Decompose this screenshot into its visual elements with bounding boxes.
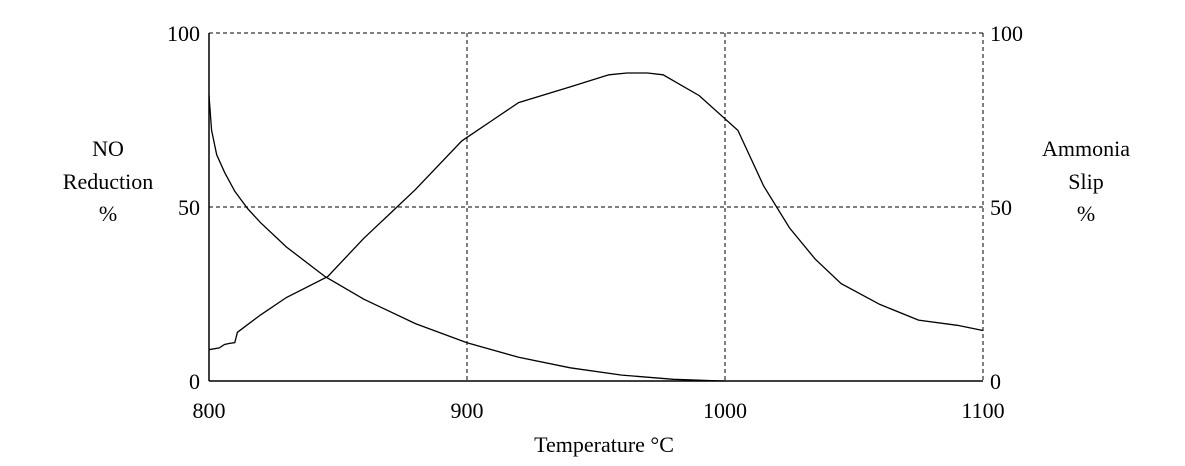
x-tick-label: 1100 bbox=[961, 398, 1004, 423]
grid bbox=[209, 32, 984, 381]
y-tick-label-left: 100 bbox=[167, 21, 200, 46]
tick-labels: 800 900 1000 1100 0 0 50 50 100 100 bbox=[167, 21, 1023, 423]
y-tick-label-right: 0 bbox=[990, 369, 1001, 394]
x-tick-label: 900 bbox=[451, 398, 484, 423]
x-axis-label: Temperature °C bbox=[534, 432, 674, 457]
x-tick-label: 1000 bbox=[703, 398, 747, 423]
y-tick-label-right: 50 bbox=[990, 195, 1012, 220]
y-axis-right-label-line-1: Ammonia bbox=[1042, 136, 1130, 161]
y-axis-left-label-line-2: Reduction bbox=[63, 169, 153, 194]
axes bbox=[208, 33, 983, 382]
series-group bbox=[208, 72, 984, 382]
y-axis-right-label-line-3: % bbox=[1077, 201, 1095, 226]
y-tick-label-left: 0 bbox=[189, 369, 200, 394]
y-axis-left-label-line-3: % bbox=[99, 201, 117, 226]
y-axis-left-label-line-1: NO bbox=[92, 136, 124, 161]
series-line-2 bbox=[208, 95, 726, 382]
series-line-1 bbox=[208, 72, 984, 351]
y-tick-label-left: 50 bbox=[178, 195, 200, 220]
y-tick-label-right: 100 bbox=[990, 21, 1023, 46]
y-axis-right-label-line-2: Slip bbox=[1068, 169, 1103, 194]
x-tick-label: 800 bbox=[193, 398, 226, 423]
